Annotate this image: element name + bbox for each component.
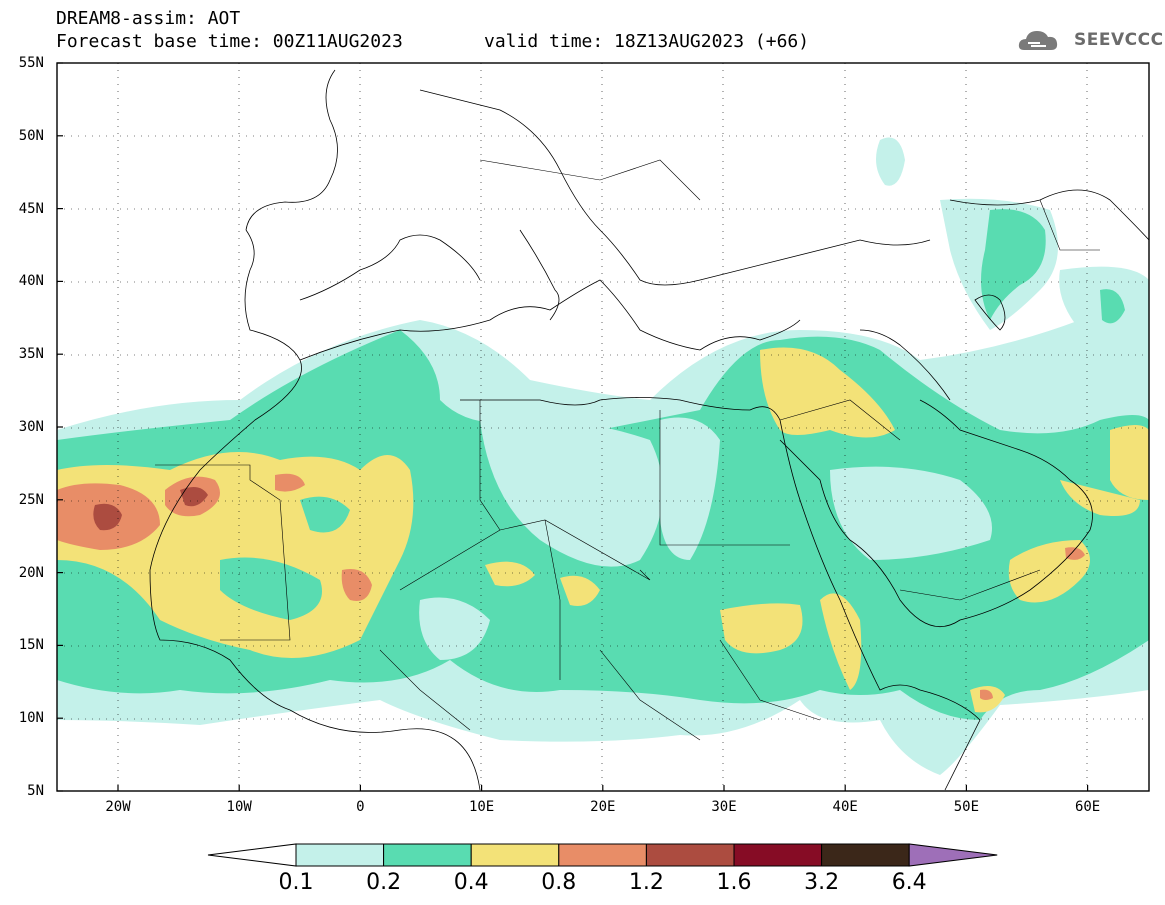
colorbar-level-label: 0.8 [541, 870, 577, 895]
colorbar-level-label: 0.4 [453, 870, 489, 895]
colorbar-over-arrow [908, 843, 998, 867]
lat-label: 25N [18, 491, 44, 508]
lat-label: 50N [18, 127, 44, 144]
aot-field [57, 63, 1149, 791]
aot-level-1.2 [93, 486, 208, 531]
lon-label: 30E [711, 799, 737, 815]
colorbar-swatch [383, 843, 472, 867]
lon-label: 20E [590, 799, 616, 815]
lat-label: 5N [27, 783, 44, 799]
aot-level-0.2-pocket [220, 496, 350, 620]
colorbar-swatch [733, 843, 823, 867]
colorbar-swatch [295, 843, 385, 867]
colorbar-level-label: 1.2 [628, 870, 664, 895]
valid-time: valid time: 18Z13AUG2023 (+66) [484, 31, 810, 52]
aot-level-0.1-pocket [419, 417, 992, 660]
axis-ticks [57, 62, 1089, 792]
colorbar-under-arrow [207, 843, 297, 867]
logo-text: SEEVCCC [1074, 30, 1164, 50]
lon-label: 0 [356, 799, 365, 815]
lat-label: 30N [18, 419, 44, 435]
graticule [57, 63, 1149, 791]
map-title: DREAM8-assim: AOT [56, 8, 241, 29]
lat-label: 20N [18, 564, 44, 581]
lon-label: 10W [226, 799, 252, 815]
colorbar-swatch [558, 843, 647, 867]
colorbar-level-label: 6.4 [891, 870, 927, 895]
colorbar-swatch [645, 843, 735, 867]
colorbar-swatch [470, 843, 560, 867]
country-borders [155, 159, 1100, 741]
lat-label: 35N [18, 346, 44, 363]
lon-label: 40E [832, 799, 858, 815]
colorbar-level-label: 0.2 [366, 870, 402, 895]
seevccc-logo [1018, 31, 1058, 50]
coastlines [149, 69, 1149, 791]
cloud-icon [1018, 31, 1058, 50]
lat-label: 40N [18, 273, 44, 290]
colorbar-level-label: 1.6 [716, 870, 752, 895]
lon-label: 20W [105, 799, 131, 815]
colorbar [207, 843, 998, 867]
lon-label: 10E [468, 799, 495, 815]
lat-label: 45N [18, 200, 44, 217]
lon-label: 60E [1074, 799, 1101, 815]
forecast-base-time: Forecast base time: 00Z11AUG2023 [56, 31, 403, 52]
lon-label: 50E [953, 799, 980, 815]
lat-label: 10N [18, 710, 44, 727]
colorbar-level-label: 0.1 [278, 870, 314, 895]
colorbar-level-label: 3.2 [804, 870, 840, 895]
lat-label: 55N [18, 55, 44, 71]
colorbar-swatch [821, 843, 910, 867]
lat-label: 15N [18, 637, 44, 654]
